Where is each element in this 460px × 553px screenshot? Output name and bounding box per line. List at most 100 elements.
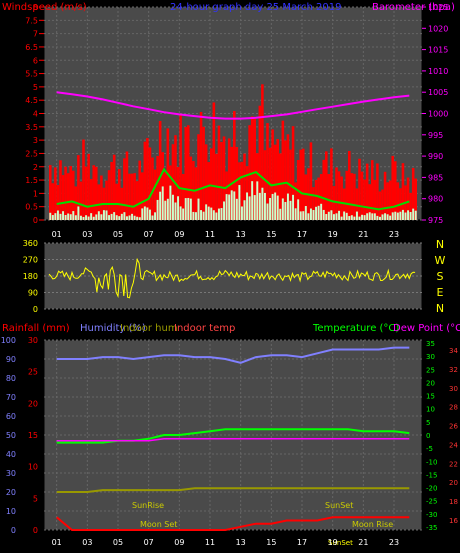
calm-bar	[156, 199, 159, 220]
temperature-ytick-label: 25	[426, 366, 435, 374]
direction-line	[48, 257, 416, 299]
temp-xtick-label: 05	[113, 538, 123, 547]
wind-xtick-label: 19	[328, 230, 338, 239]
wind-ytick-label: 3	[33, 136, 38, 145]
wind-ytick-label: 0	[33, 216, 38, 225]
gust-bar	[171, 144, 175, 220]
calm-bar	[120, 213, 123, 220]
calm-bar	[210, 207, 213, 220]
gust-bar	[409, 192, 412, 220]
rainfall-ytick-label: 5	[33, 494, 38, 503]
gust-bar	[135, 181, 139, 220]
calm-bar	[133, 215, 136, 220]
calm-bar	[396, 212, 399, 220]
wind-xtick-label: 13	[236, 230, 246, 239]
rainfall-ytick-label: 30	[28, 336, 38, 345]
temperature-ytick-label: -35	[426, 524, 437, 532]
calm-bar	[233, 191, 236, 220]
temperature-ytick-label: 10	[426, 406, 435, 414]
calm-bar	[77, 206, 80, 220]
calm-bar	[386, 214, 389, 220]
wind-ylabel: Windspeed (m/s)	[2, 2, 87, 13]
indoor-temp-ytick-label: 32	[449, 366, 458, 374]
wind-xtick-label: 11	[205, 230, 215, 239]
humidity-ytick-label: 50	[6, 431, 16, 440]
gust-bar	[414, 178, 417, 220]
sunrise-label: SunRise	[132, 501, 164, 510]
calm-bar	[85, 215, 88, 220]
gust-bar	[115, 183, 118, 220]
temp-xtick-label: 15	[266, 538, 276, 547]
gust-bar	[332, 186, 336, 220]
wind-ytick-label: 7.5	[25, 16, 38, 25]
rainfall-ytick-label: 10	[28, 463, 38, 472]
calm-bar	[151, 215, 154, 220]
calm-bar	[358, 216, 361, 220]
calm-bar	[350, 215, 353, 220]
wind-xtick-label: 07	[144, 230, 154, 239]
calm-bar	[115, 215, 118, 220]
gust-bar	[365, 163, 369, 220]
indoor-temp-ytick-label: 24	[449, 441, 458, 449]
calm-bar	[90, 213, 93, 220]
gust-bar	[250, 116, 254, 220]
temperature-label: Temperature (°C)	[312, 323, 399, 334]
calm-bar	[189, 198, 192, 220]
gust-bar	[212, 102, 216, 220]
temperature-ytick-label: -10	[426, 458, 437, 466]
calm-bar	[240, 206, 243, 220]
wind-ytick-label: 8	[33, 3, 38, 12]
gust-bar	[401, 163, 405, 220]
indoor-hum-line	[56, 487, 410, 493]
calm-bar	[228, 194, 231, 220]
calm-bar	[304, 206, 307, 220]
barometer-ytick-label: 1010	[428, 67, 448, 76]
calm-bar	[340, 216, 343, 220]
gust-bar	[266, 123, 269, 220]
temp-xtick-label: 11	[205, 538, 215, 547]
barometer-ytick-label: 1000	[428, 110, 448, 119]
gust-bar	[141, 172, 144, 220]
calm-bar	[312, 210, 315, 220]
gust-bar	[207, 162, 210, 220]
calm-bar	[113, 212, 116, 220]
calm-bar	[292, 194, 295, 220]
calm-bar	[105, 210, 108, 220]
dewpoint-label: Dew Point (°C)	[393, 323, 460, 334]
calm-bar	[322, 209, 325, 220]
indoor-temp-ytick-label: 22	[449, 460, 458, 468]
wind-ytick-label: 2.5	[25, 149, 38, 158]
gust-bar	[340, 176, 343, 220]
calm-bar	[159, 191, 162, 220]
direction-ytick-label: 360	[23, 239, 38, 248]
average-wind-line	[56, 167, 410, 211]
calm-bar	[67, 213, 70, 220]
gust-bar	[174, 135, 177, 220]
calm-bar	[54, 213, 57, 220]
gust-bar	[363, 179, 366, 220]
wind-xtick-label: 15	[266, 230, 276, 239]
dewpoint-line	[56, 438, 410, 442]
calm-bar	[59, 213, 62, 220]
wind-ytick-label: 5	[33, 83, 38, 92]
humidity-ytick-label: 90	[6, 355, 16, 364]
gust-bar	[79, 181, 83, 220]
calm-bar	[235, 198, 238, 220]
gust-bar	[153, 169, 157, 220]
calm-bar	[394, 211, 397, 220]
calm-bar	[343, 211, 346, 220]
calm-bar	[246, 192, 249, 220]
calm-bar	[325, 214, 328, 220]
temperature-ytick-label: -20	[426, 485, 437, 493]
compass-label: N	[436, 238, 444, 251]
barometer-ytick-label: 975	[428, 216, 443, 225]
calm-bar	[164, 200, 167, 220]
calm-bar	[177, 196, 180, 220]
gust-bar	[143, 141, 147, 220]
gust-bar	[156, 156, 159, 220]
calm-bar	[412, 208, 415, 220]
temp-xtick-label: 03	[82, 538, 92, 547]
temperature-ytick-label: 35	[426, 340, 435, 348]
calm-bar	[302, 211, 305, 220]
